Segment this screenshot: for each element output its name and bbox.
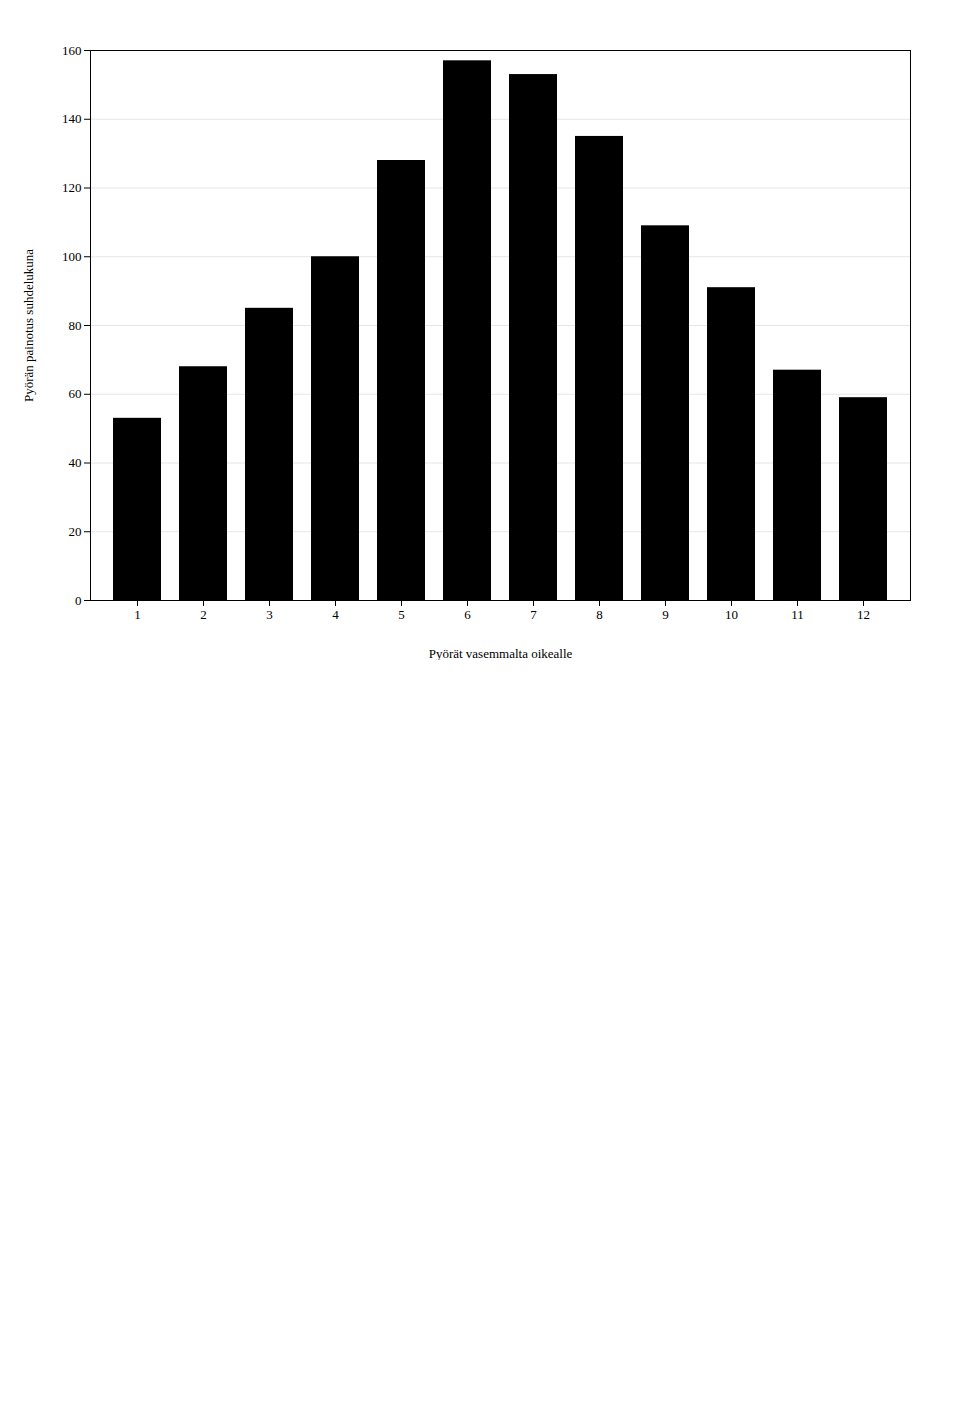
svg-text:6: 6 [464,607,471,622]
svg-text:60: 60 [69,386,82,401]
svg-text:Pyörät vasemmalta oikealle: Pyörät vasemmalta oikealle [429,646,573,661]
svg-text:100: 100 [62,249,82,264]
svg-text:11: 11 [791,607,804,622]
svg-text:1: 1 [134,607,141,622]
svg-text:5: 5 [398,607,405,622]
svg-text:3: 3 [266,607,273,622]
svg-text:4: 4 [332,607,339,622]
svg-text:9: 9 [662,607,669,622]
svg-text:140: 140 [62,111,82,126]
svg-text:Pyörän painotus suhdelukuna: Pyörän painotus suhdelukuna [21,249,36,402]
svg-text:80: 80 [69,318,82,333]
svg-text:10: 10 [725,607,738,622]
svg-text:8: 8 [596,607,603,622]
svg-text:7: 7 [530,607,537,622]
svg-text:12: 12 [857,607,870,622]
svg-text:120: 120 [62,180,82,195]
svg-text:0: 0 [75,593,82,608]
svg-text:160: 160 [62,43,82,58]
svg-text:40: 40 [69,455,82,470]
svg-text:2: 2 [200,607,207,622]
svg-text:20: 20 [69,524,82,539]
